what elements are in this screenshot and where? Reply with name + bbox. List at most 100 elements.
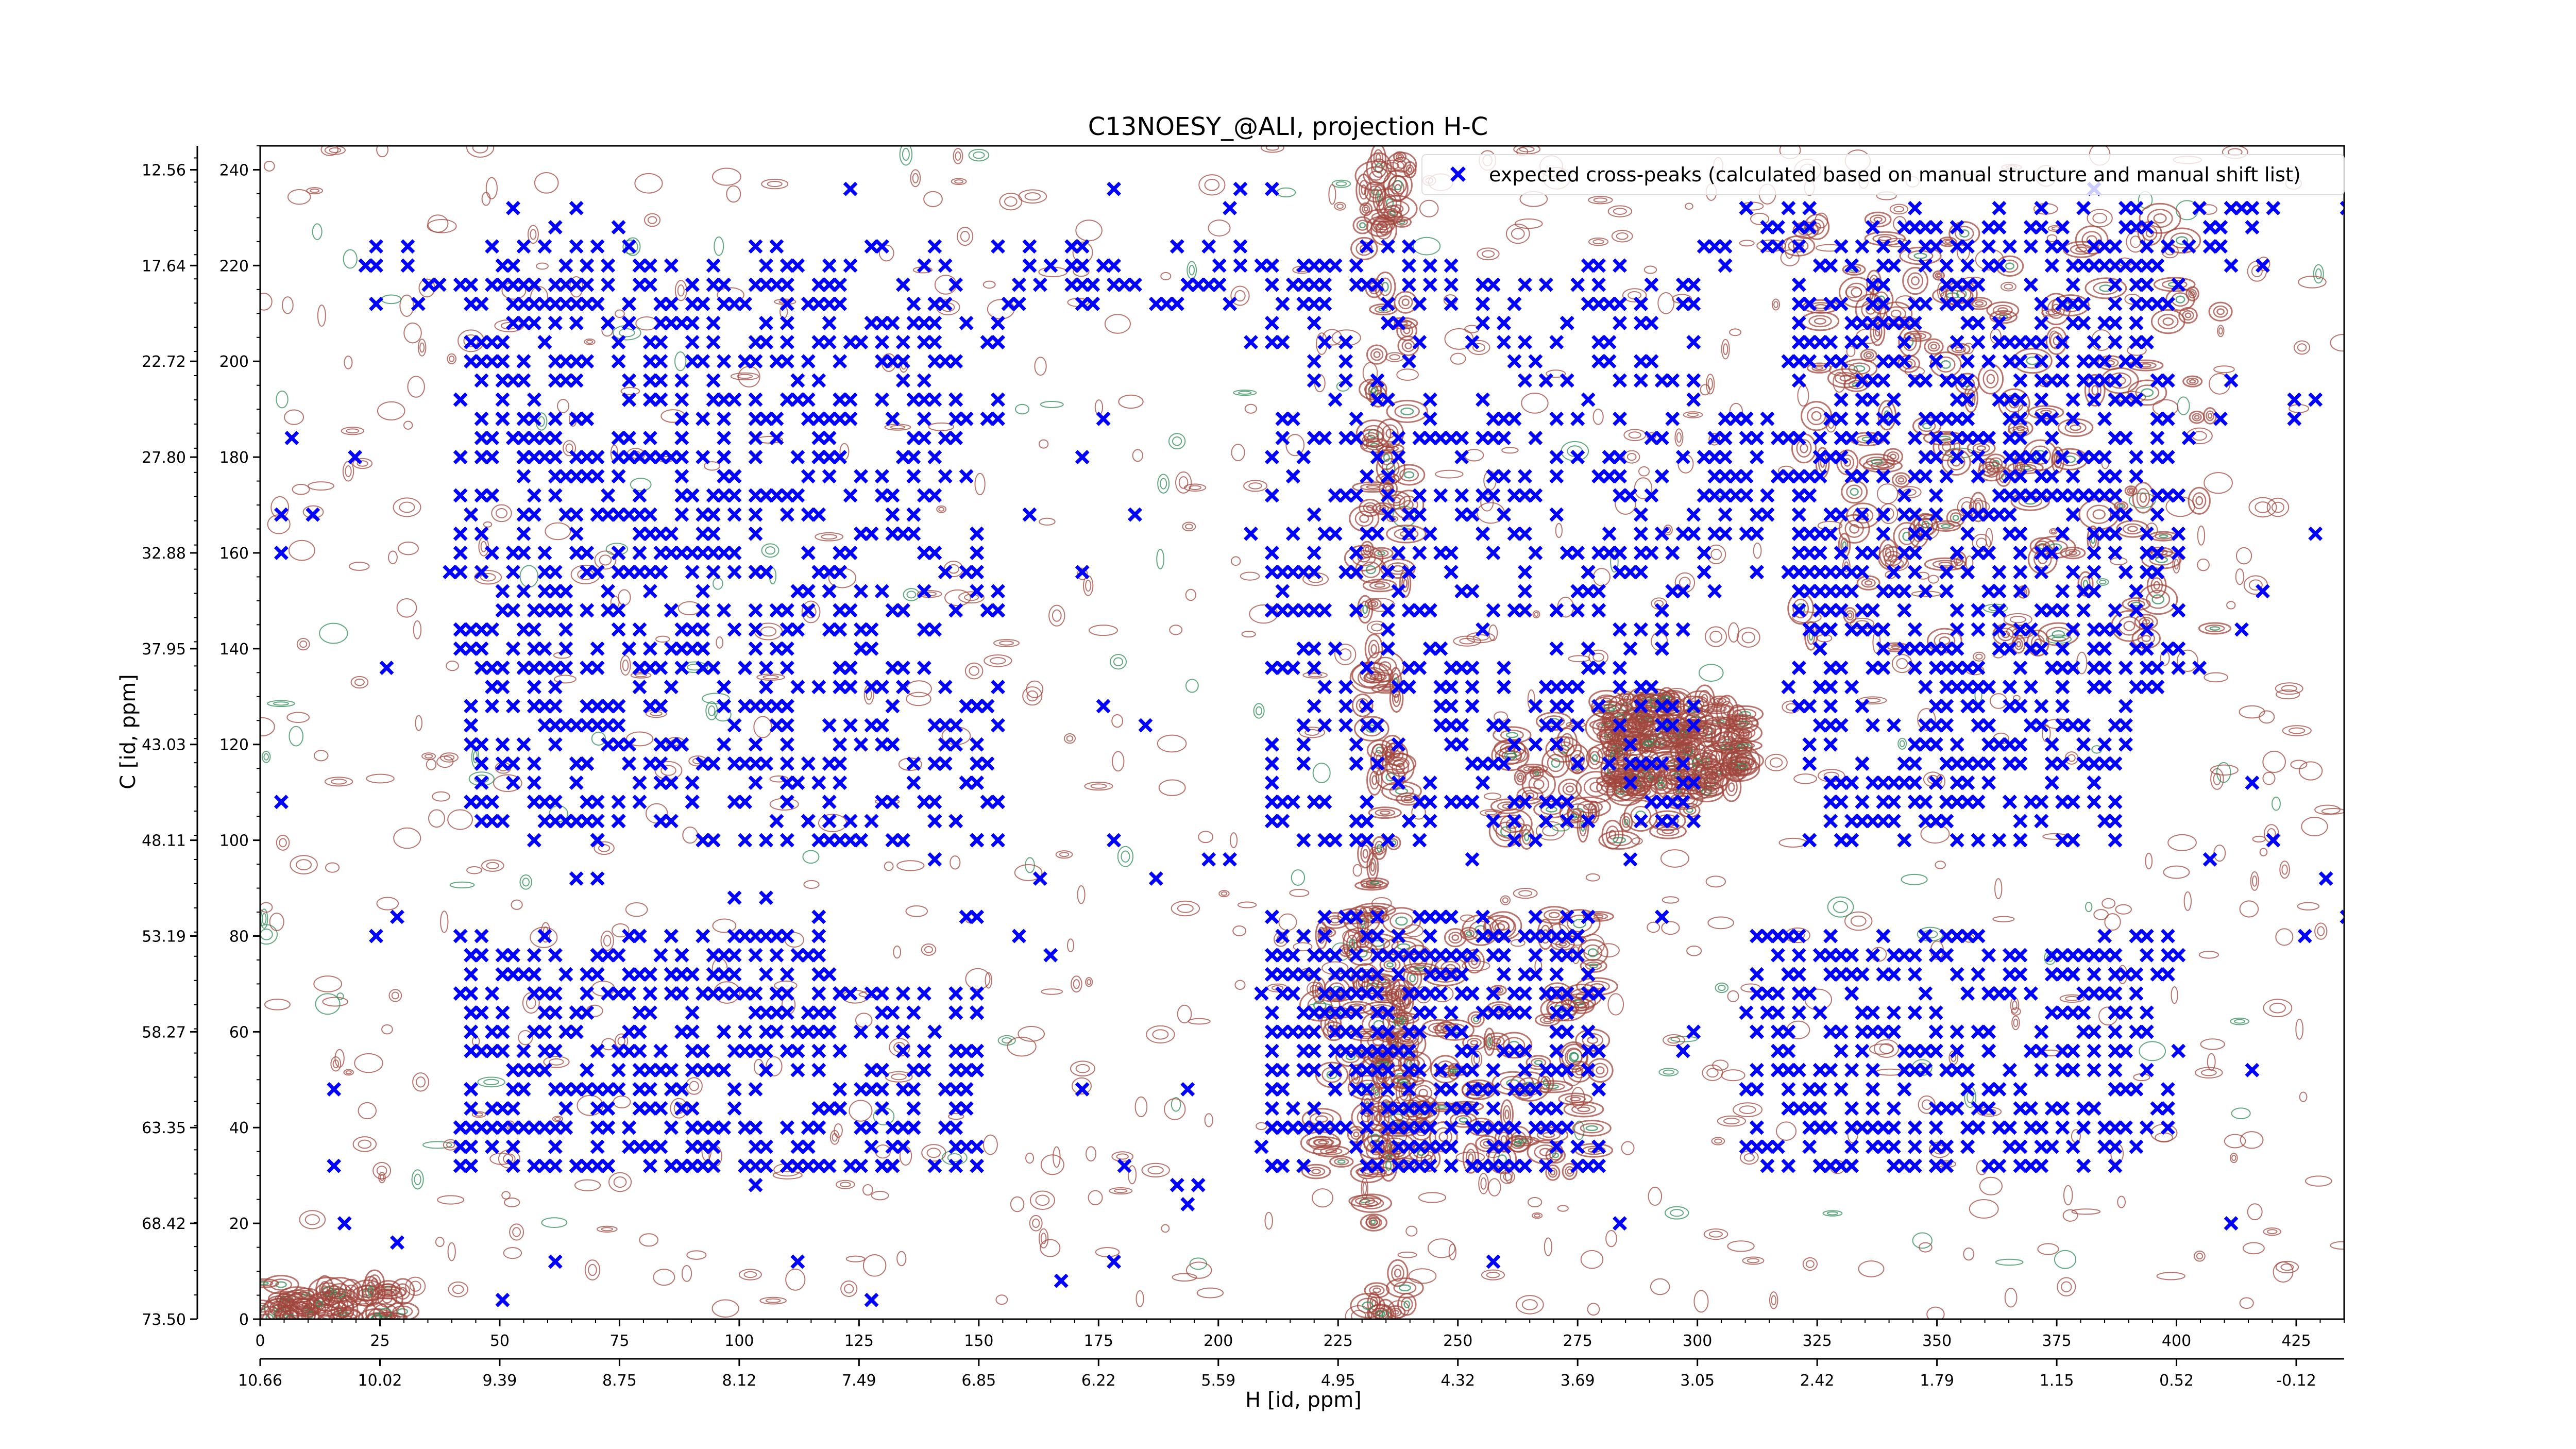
noise-contour [1117,846,1134,867]
noise-contour [1714,1138,1722,1144]
noise-contour [938,507,945,512]
noise-contour [1742,1256,1765,1265]
noise-contour [2266,497,2290,517]
noise-contour [2231,1155,2236,1161]
noise-contour [1048,604,1065,627]
noise-contour [1736,627,1760,648]
noise-contour [474,570,502,585]
noise-contour [1231,556,1241,566]
noise-contour [2275,928,2294,946]
noise-contour [1040,401,1064,408]
noise-contour [421,752,436,760]
noise-contour [622,239,638,255]
noise-contour [1113,657,1124,666]
noise-contour [2271,501,2284,513]
noise-contour [1052,609,1062,622]
noise-contour [1802,1257,1818,1271]
noise-contour [415,715,423,731]
noise-contour [1593,197,1608,203]
noise-contour [2239,1297,2254,1309]
noise-contour [803,880,820,889]
noise-contour [466,146,495,158]
noise-contour [1874,1039,1899,1058]
noise-contour [1161,1224,1170,1233]
noise-contour [2013,1018,2019,1027]
noise-contour [1693,1290,1709,1313]
noise-contour [1638,466,1650,477]
noise-contour [1260,146,1284,153]
noise-contour [584,338,596,345]
noise-contour [1587,1303,1600,1316]
noise-contour [2276,689,2300,700]
noise-contour [953,148,963,164]
noise-contour [1111,1151,1134,1162]
noise-contour [2063,1185,2073,1206]
noise-contour [495,508,508,518]
noise-contour [608,1172,632,1192]
noise-contour [625,902,648,917]
noise-contour [1293,942,1313,952]
noise-contour [2200,1038,2225,1050]
noise-contour [545,522,571,541]
noise-contour [452,1285,464,1294]
noise-contour [2171,986,2178,1004]
noise-contour [1089,625,1118,636]
noise-contour [427,218,457,233]
noise-contour [1823,771,1839,780]
noise-contour [2263,999,2293,1018]
noise-contour [1460,914,1475,922]
noise-contour [802,850,820,864]
noise-contour [1741,631,1755,644]
noise-contour [424,754,433,759]
noise-contour [974,473,986,496]
noise-contour [1237,901,1257,908]
noise-contour [761,178,789,190]
noise-contour [481,859,504,872]
noise-contour [1683,411,1703,418]
noise-contour [1784,238,1794,259]
noise-contour [1710,548,1722,560]
noise-contour [2217,325,2225,338]
noise-contour [1711,1137,1725,1145]
noise-contour [329,147,342,153]
noise-contour [2004,283,2013,290]
noise-contour [1373,848,1383,853]
noise-contour [660,765,676,776]
noise-contour [1727,990,1739,1002]
noise-contour [2062,1209,2078,1222]
noise-contour [1004,196,1018,207]
noise-contour [352,1136,377,1152]
noise-contour [1897,486,1922,499]
noise-contour [1168,433,1186,450]
noise-contour [1739,1105,1756,1114]
noise-contour [1336,204,1344,209]
noise-contour [1232,925,1246,936]
noise-contour [1367,598,1395,612]
noise-contour [1805,1260,1815,1268]
noise-contour [354,1053,383,1073]
noise-contour [1912,1232,1933,1249]
noise-contour [1699,664,1724,682]
noise-contour [1256,1122,1267,1131]
noise-contour [1504,1167,1513,1184]
noise-contour [317,304,326,327]
noise-contour [1189,485,1201,491]
noise-contour [543,1055,570,1068]
noise-contour [1265,146,1279,151]
noise-contour [2210,764,2239,776]
noise-contour [2226,601,2236,610]
noise-contour [1334,644,1357,665]
noise-contour [1750,212,1770,225]
noise-contour [419,342,425,353]
noise-contour [472,146,488,154]
noise-contour [1171,900,1200,917]
noise-contour [993,639,1020,647]
noise-contour [801,600,821,624]
noise-contour [1501,447,1519,454]
noise-contour [407,376,425,398]
noise-contour [391,991,399,1000]
noise-contour [2297,343,2307,352]
noise-contour [891,1073,907,1081]
noise-contour [372,1161,392,1180]
noise-contour [957,227,974,246]
